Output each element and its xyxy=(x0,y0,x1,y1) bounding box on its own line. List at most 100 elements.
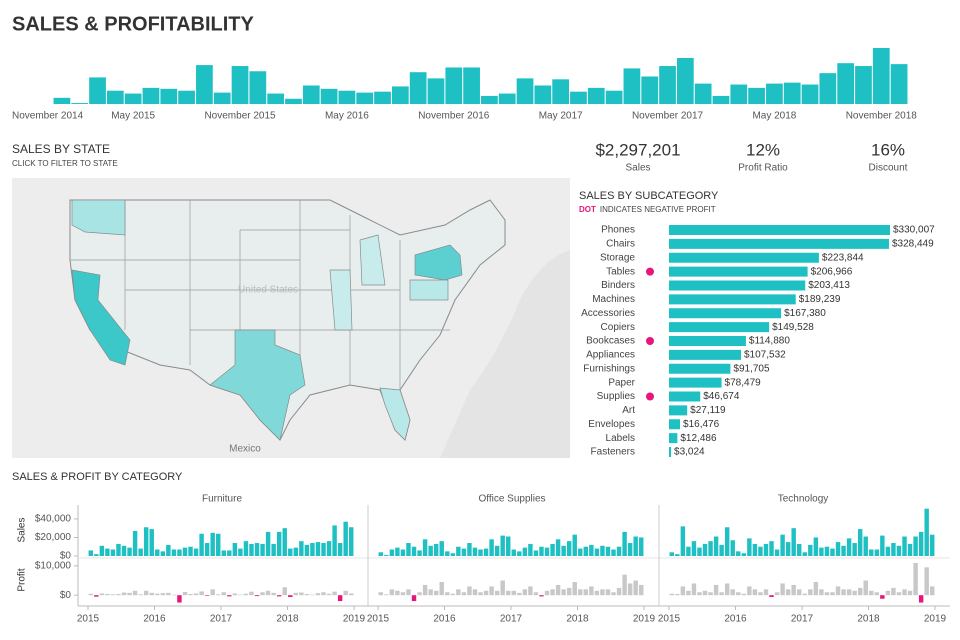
sales-bar xyxy=(808,544,813,556)
sales-bar xyxy=(907,543,913,556)
sales-bar xyxy=(639,537,644,556)
profit-bar xyxy=(846,589,852,596)
profit-bar xyxy=(675,594,680,596)
profit-bar xyxy=(249,591,254,596)
bar xyxy=(106,90,124,104)
bar xyxy=(669,349,742,360)
profit-bar xyxy=(260,592,265,596)
sales-bar xyxy=(216,533,221,556)
sales-bar xyxy=(293,547,299,556)
sales-bar xyxy=(758,546,763,556)
bar xyxy=(302,85,320,104)
profit-bar xyxy=(321,592,326,596)
profit-bar xyxy=(930,586,935,596)
sales-bar xyxy=(210,532,215,556)
profit-bar xyxy=(522,589,528,596)
category-label: Fasteners xyxy=(591,447,635,458)
x-tick-label: May 2016 xyxy=(325,111,369,122)
bar xyxy=(676,57,694,104)
sales-bar xyxy=(835,542,841,556)
sales-bar xyxy=(160,551,166,556)
x-tick-label: 2017 xyxy=(791,614,814,625)
value-label: $27,119 xyxy=(690,405,726,416)
sales-bar xyxy=(378,552,383,556)
bar xyxy=(659,66,676,104)
x-tick-label: November 2014 xyxy=(12,111,84,122)
sales-bar xyxy=(566,541,572,556)
chart-subtitle: DOT INDICATES NEGATIVE PROFIT xyxy=(579,205,716,214)
sales-bar xyxy=(633,536,638,556)
profit-bar xyxy=(384,594,389,596)
profit-bar xyxy=(880,595,885,599)
map-title: SALES BY STATE xyxy=(12,142,110,156)
sales-bar xyxy=(171,549,177,556)
sales-bar xyxy=(456,546,461,556)
state-ca[interactable] xyxy=(71,269,131,366)
state-ny[interactable] xyxy=(414,244,463,281)
state-wa[interactable] xyxy=(71,199,126,236)
value-label: $46,674 xyxy=(703,391,740,402)
x-tick-label: November 2017 xyxy=(632,111,704,122)
category-label: Machines xyxy=(592,294,635,305)
x-tick-label: May 2018 xyxy=(752,111,796,122)
sales-bar xyxy=(461,548,467,556)
bar xyxy=(669,308,782,319)
value-label: $167,380 xyxy=(784,308,826,319)
state-fl[interactable] xyxy=(379,387,411,441)
state-mi[interactable] xyxy=(359,234,386,286)
bar xyxy=(801,84,819,104)
profit-bar xyxy=(450,593,456,596)
profit-bar xyxy=(819,589,824,596)
profit-bar xyxy=(271,592,276,596)
sales-bar xyxy=(110,549,116,556)
category-label: Accessories xyxy=(581,308,635,319)
sales-bar xyxy=(902,536,907,556)
profit-bar xyxy=(841,589,846,596)
profit-bar xyxy=(378,592,383,596)
sales-bar xyxy=(500,535,505,556)
sales-bar xyxy=(741,553,747,556)
value-label: $203,413 xyxy=(808,280,850,291)
bar xyxy=(53,97,71,104)
state-il[interactable] xyxy=(329,269,353,331)
x-tick-label: 2017 xyxy=(500,614,523,625)
sales-bar xyxy=(282,528,287,556)
profit-bar xyxy=(774,592,780,596)
sales-bar xyxy=(265,531,271,556)
sales-bar xyxy=(406,543,411,556)
profit-bar xyxy=(544,590,550,596)
sales-bar xyxy=(785,542,791,556)
bar xyxy=(356,92,374,104)
state-tx[interactable] xyxy=(209,329,306,441)
sales-bar xyxy=(691,541,697,556)
state-map[interactable]: United States Mexico xyxy=(12,178,570,458)
profit-bar xyxy=(913,562,918,596)
profit-bar xyxy=(611,592,616,596)
profit-bar xyxy=(221,592,226,596)
sales-bar xyxy=(763,543,769,556)
profit-bar xyxy=(830,592,835,596)
sales-bar xyxy=(116,543,121,556)
sales-bar xyxy=(708,541,713,556)
profit-bar xyxy=(555,584,561,596)
sales-bar xyxy=(686,546,691,556)
bar xyxy=(669,225,890,235)
sales-bar xyxy=(846,538,852,556)
sales-bar xyxy=(675,554,680,556)
sales-bar xyxy=(149,529,154,556)
profit-bar xyxy=(282,587,287,596)
sales-bar xyxy=(841,545,846,556)
profit-bar xyxy=(238,594,243,596)
profit-bar xyxy=(489,586,494,596)
profit-bar xyxy=(622,574,627,596)
category-label: Binders xyxy=(601,280,635,291)
bar xyxy=(669,294,796,305)
profit-bar xyxy=(478,592,483,596)
x-tick-label: 2015 xyxy=(367,614,390,625)
bar xyxy=(552,79,570,104)
bar xyxy=(374,91,391,104)
sales-bar xyxy=(930,534,935,556)
x-tick-label: 2019 xyxy=(633,614,656,625)
sales-bar xyxy=(483,548,489,556)
state-pa[interactable] xyxy=(409,279,449,301)
